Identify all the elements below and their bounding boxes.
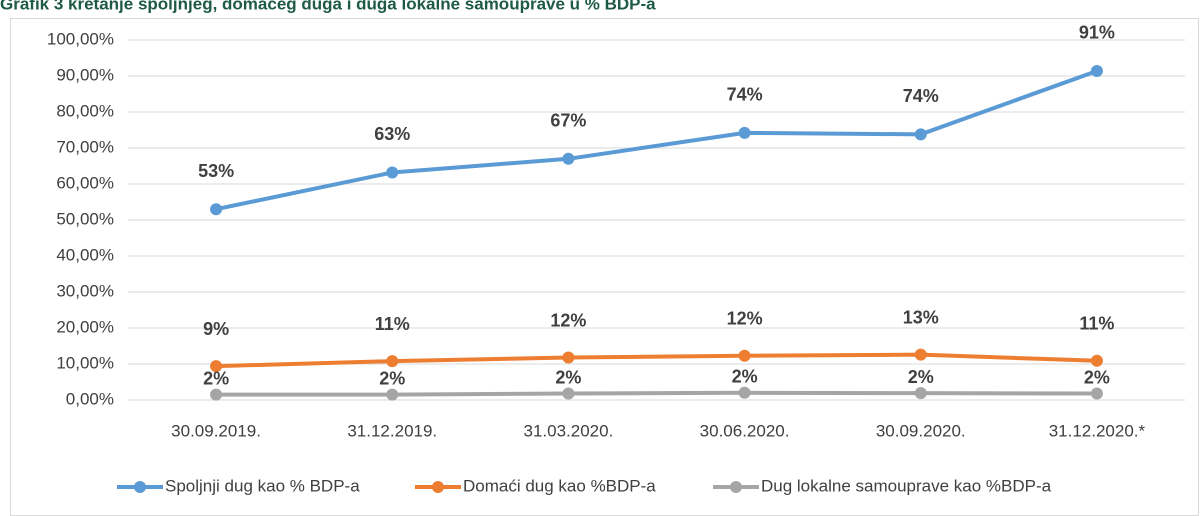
value-label: 9%	[203, 319, 229, 339]
legend-marker	[134, 481, 146, 493]
value-label: 2%	[908, 367, 934, 387]
y-tick-label: 100,00%	[47, 29, 114, 48]
value-label: 53%	[198, 161, 234, 181]
x-tick-label: 31.12.2020.*	[1049, 421, 1146, 440]
x-tick-label: 30.06.2020.	[700, 421, 790, 440]
point	[1090, 64, 1103, 77]
point	[914, 348, 927, 361]
value-label: 2%	[379, 368, 405, 388]
value-label: 13%	[903, 307, 939, 327]
value-label: 2%	[1084, 367, 1110, 387]
value-label: 12%	[550, 310, 586, 330]
value-label: 11%	[1079, 314, 1114, 334]
value-label: 2%	[555, 367, 581, 387]
point	[562, 351, 575, 364]
x-tick-label: 30.09.2019.	[171, 421, 261, 440]
chart-frame	[10, 18, 1199, 516]
chart-title: Grafik 3 kretanje spoljnjeg, domaćeg dug…	[0, 0, 656, 13]
point	[210, 388, 223, 401]
value-label: 74%	[727, 85, 763, 105]
x-tick-label: 30.09.2020.	[876, 421, 966, 440]
point	[386, 388, 399, 401]
y-tick-label: 30,00%	[56, 281, 114, 300]
legend-label: Dug lokalne samouprave kao %BDP-a	[761, 476, 1052, 495]
y-tick-label: 60,00%	[56, 173, 114, 192]
point	[386, 355, 399, 368]
point	[738, 126, 751, 139]
value-label: 2%	[732, 367, 758, 387]
point	[738, 349, 751, 362]
y-tick-label: 50,00%	[56, 209, 114, 228]
x-tick-label: 31.12.2019.	[347, 421, 437, 440]
point	[210, 203, 223, 216]
point	[562, 387, 575, 400]
value-label: 2%	[203, 368, 229, 388]
value-label: 12%	[727, 308, 763, 328]
y-tick-label: 70,00%	[56, 137, 114, 156]
legend-marker	[730, 481, 742, 493]
point	[562, 152, 575, 165]
value-label: 67%	[550, 111, 586, 131]
series-line	[216, 352, 1097, 369]
y-tick-label: 80,00%	[56, 101, 114, 120]
legend-label: Domaći dug kao %BDP-a	[463, 476, 656, 495]
value-label: 11%	[375, 314, 410, 334]
point	[1090, 387, 1103, 400]
value-label: 91%	[1079, 23, 1115, 43]
series-line	[216, 390, 1097, 397]
y-tick-label: 20,00%	[56, 317, 114, 336]
point	[738, 386, 751, 399]
y-tick-label: 40,00%	[56, 245, 114, 264]
series-line	[215, 69, 1098, 212]
y-tick-label: 0,00%	[66, 389, 114, 408]
point	[1090, 354, 1103, 367]
y-tick-label: 90,00%	[56, 65, 114, 84]
value-label: 63%	[374, 124, 410, 144]
point	[386, 166, 399, 179]
point	[914, 387, 927, 400]
x-tick-label: 31.03.2020.	[524, 421, 614, 440]
point	[210, 360, 223, 373]
legend-marker	[432, 481, 444, 493]
legend-label: Spoljnji dug kao % BDP-a	[165, 476, 360, 495]
value-label: 74%	[903, 86, 939, 106]
y-tick-label: 10,00%	[56, 353, 114, 372]
point	[914, 128, 927, 141]
